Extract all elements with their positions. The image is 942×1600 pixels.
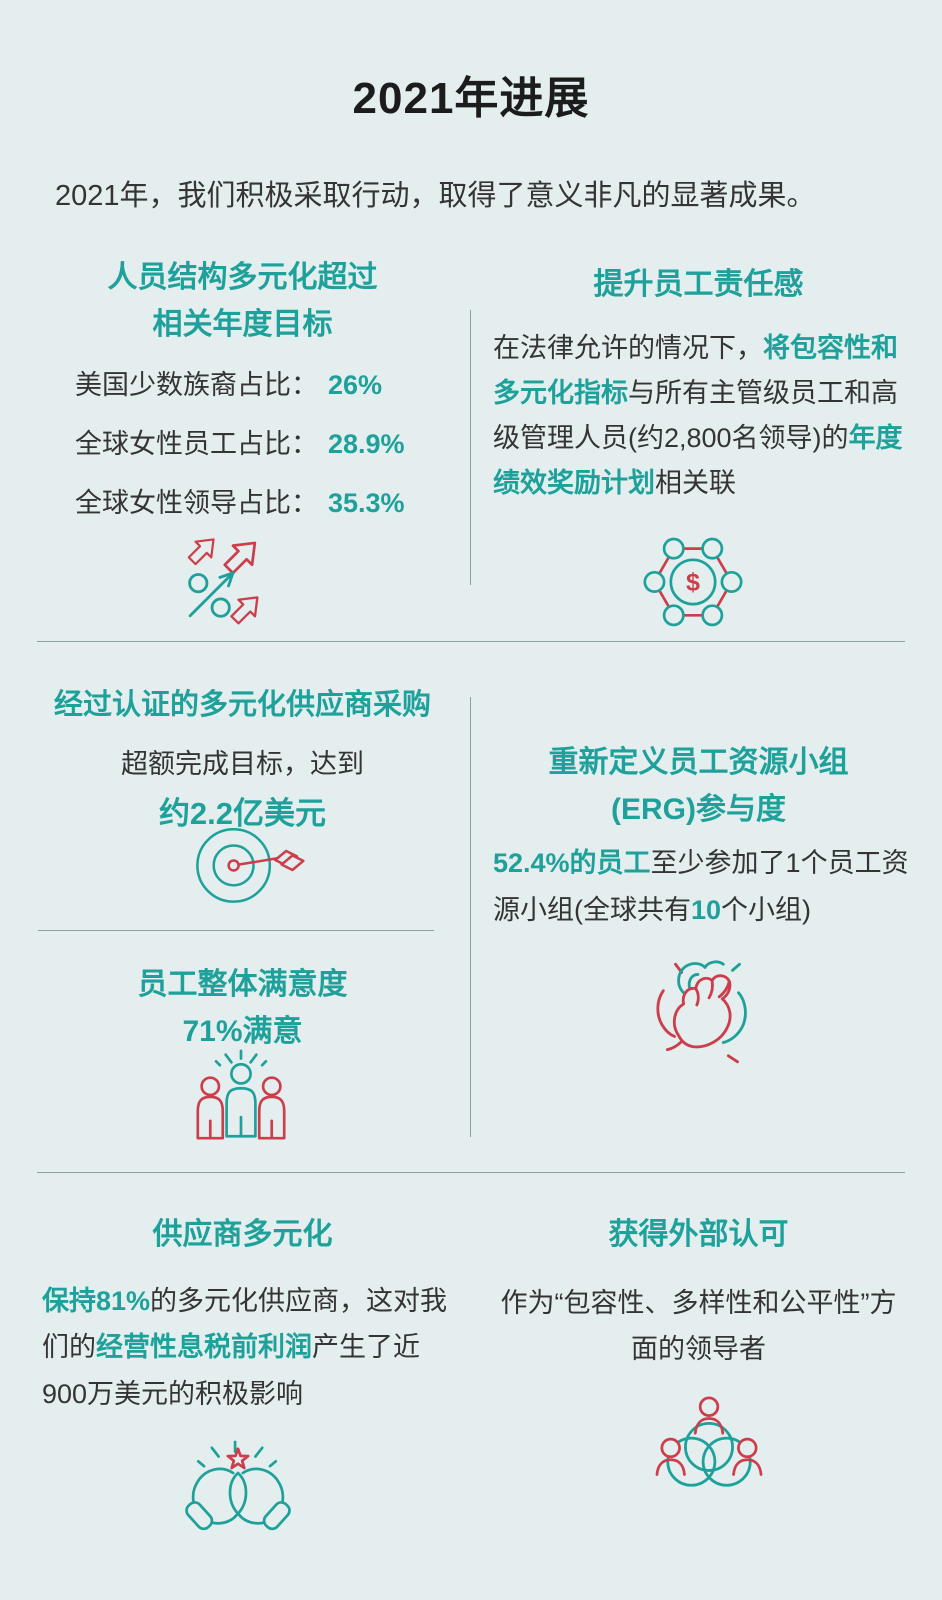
- erg-heading: 重新定义员工资源小组 (ERG)参与度: [492, 740, 905, 833]
- highlighted-text: 将包容性和多元化指标: [493, 333, 898, 409]
- supplier-diversity-body: 保持81%的多元化供应商，这对我们的经营性息税前利润产生了近900万美元的积极影…: [42, 1278, 448, 1417]
- plain-text: 在法律允许的情况下，: [493, 333, 763, 363]
- stat-row: 全球女性员工占比： 28.9%: [75, 422, 405, 461]
- satisfaction-heading-line2: 71%满意: [182, 1014, 303, 1048]
- workforce-heading: 人员结构多元化超过 相关年度目标: [40, 255, 445, 348]
- supplier-spend-line1: 超额完成目标，达到: [121, 749, 364, 779]
- recognition-body: 作为“包容性、多样性和公平性”方面的领导者: [500, 1288, 897, 1365]
- workforce-heading-line1: 人员结构多元化超过: [107, 261, 378, 294]
- highlighted-text: 年度绩效奖励计划: [493, 423, 903, 499]
- erg-heading-line1: 重新定义员工资源小组: [548, 746, 849, 779]
- highlighted-text: 52.4%的员工: [493, 848, 651, 878]
- supplier-diversity-heading: 供应商多元化: [152, 1218, 333, 1251]
- supplier-spend-heading: 经过认证的多元化供应商采购: [53, 689, 431, 721]
- page-title: 2021年进展: [352, 74, 590, 123]
- highlighted-text: 经营性息税前利润: [96, 1332, 312, 1363]
- stat-value: 26%: [328, 370, 383, 400]
- satisfaction-heading-line1: 员工整体满意度: [137, 968, 348, 1001]
- dollar-symbol: $: [686, 569, 700, 597]
- highlighted-text: 保持81%: [42, 1286, 151, 1316]
- recognition-heading: 获得外部认可: [608, 1218, 789, 1251]
- stat-value: 35.3%: [328, 488, 405, 518]
- workforce-stats: 美国少数族裔占比： 26% 全球女性员工占比： 28.9% 全球女性领导占比： 35.…: [75, 363, 405, 540]
- horizontal-divider-2: [37, 1172, 905, 1173]
- horizontal-divider-1: [37, 641, 905, 642]
- vertical-divider-top: [470, 310, 471, 585]
- workforce-heading-line2: 相关年度目标: [152, 307, 333, 341]
- intro-text: 2021年，我们积极采取行动，取得了意义非凡的显著成果。: [55, 180, 816, 212]
- erg-body: 52.4%的员工至少参加了1个员工资源小组(全球共有10个小组): [493, 840, 909, 935]
- growth-arrows-icon: [182, 518, 294, 630]
- stat-label: 全球女性领导占比：: [75, 488, 318, 518]
- incentive-network-icon: $: [640, 528, 746, 634]
- left-column-divider: [38, 930, 434, 931]
- plain-text: 相关联: [655, 468, 736, 499]
- plain-text: 个小组): [721, 895, 812, 926]
- cupped-hands-star-icon: [175, 1432, 301, 1544]
- vertical-divider-middle: [470, 697, 471, 1137]
- three-people-icon: [178, 1046, 304, 1142]
- accountability-body: 在法律允许的情况下，将包容性和多元化指标与所有主管级员工和高级管理人员(约2,8…: [493, 326, 909, 506]
- highlighted-text: 10: [691, 895, 722, 926]
- people-circles-icon: [650, 1392, 768, 1500]
- hands-stack-icon: [645, 945, 767, 1073]
- stat-value: 28.9%: [328, 429, 405, 459]
- accountability-heading: 提升员工责任感: [593, 268, 804, 301]
- supplier-spend-amount: 约2.2亿美元: [158, 796, 327, 831]
- target-arrow-icon: [190, 822, 308, 908]
- stat-label: 全球女性员工占比：: [75, 429, 318, 459]
- plain-text: 至少参加了1个员工资源小组(全球共有: [493, 848, 909, 926]
- satisfaction-heading: 员工整体满意度 71%满意: [40, 962, 445, 1055]
- stat-row: 全球女性领导占比： 35.3%: [75, 481, 405, 520]
- stat-row: 美国少数族裔占比： 26%: [75, 363, 405, 402]
- plain-text: 产生了近900万美元的积极影响: [42, 1332, 420, 1409]
- plain-text: 的多元化供应商，这对我们的: [42, 1286, 448, 1363]
- stat-label: 美国少数族裔占比：: [75, 370, 318, 400]
- plain-text: 与所有主管级员工和高级管理人员(约2,800名领导)的: [493, 378, 898, 454]
- erg-heading-line2: (ERG)参与度: [611, 792, 786, 826]
